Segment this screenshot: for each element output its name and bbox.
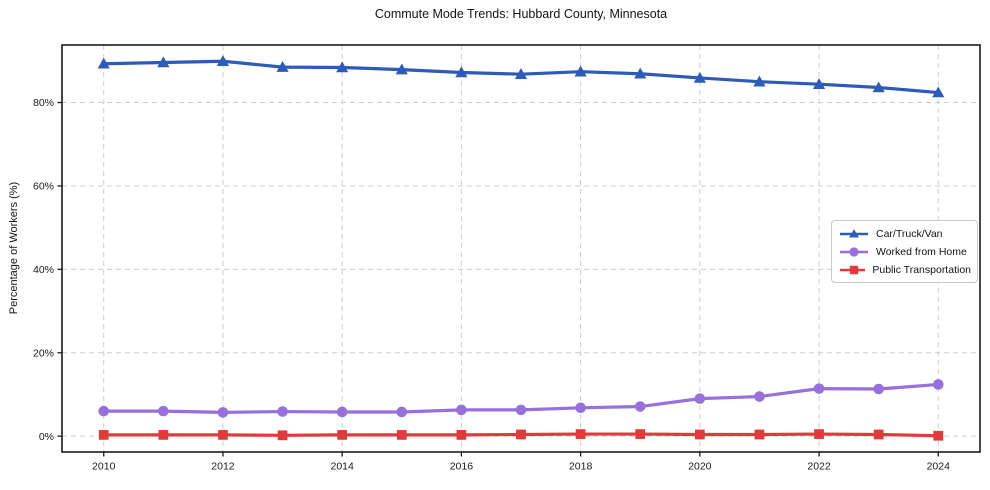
data-point-worked-from-home-marker [456,404,467,416]
data-point-car-truck-van-marker [514,68,528,79]
data-point-car-truck-van-marker [753,75,766,87]
data-point-public-transportation-marker [754,429,765,440]
data-point-worked-from-home-marker [932,379,944,390]
data-point-car-truck-van-marker [693,71,706,83]
data-point-worked-from-home-marker [98,405,110,417]
data-point-car-truck-van-marker [395,63,408,75]
legend-item-worked-from-home: Worked from Home [839,244,971,259]
y-tick-label: 40% [33,264,54,276]
data-point-worked-from-home-marker [873,383,884,395]
x-tick-label: 2022 [807,461,831,473]
data-point-worked-from-home-marker [754,391,765,402]
data-point-public-transportation-marker [575,429,586,439]
data-point-car-truck-van-marker [872,81,885,93]
data-point-worked-from-home-marker [277,406,288,417]
data-point-worked-from-home-marker [515,404,527,416]
data-point-car-truck-van-marker [812,78,826,89]
data-point-worked-from-home-marker [694,393,706,404]
data-point-public-transportation-marker [814,429,824,439]
x-tick-label: 2020 [688,461,712,473]
data-point-public-transportation-marker [516,429,526,440]
y-tick-label: 60% [33,181,54,193]
x-tick-label: 2024 [927,461,951,473]
legend-label: Public Transportation [872,263,971,276]
y-tick-label: 20% [33,347,54,359]
data-point-car-truck-van-marker [455,66,468,78]
data-point-worked-from-home-marker [813,383,825,394]
axes-frame [61,44,981,453]
x-tick-label: 2016 [450,461,474,473]
data-point-car-truck-van-marker [216,55,230,67]
x-tick-label: 2010 [92,461,116,473]
data-point-car-truck-van-marker [574,65,587,77]
data-point-car-truck-van-marker [932,86,945,98]
square-marker-icon [849,265,859,274]
data-point-public-transportation-marker [158,430,169,440]
data-point-worked-from-home-marker [575,402,586,414]
x-tick-label: 2012 [211,461,235,473]
data-point-public-transportation-marker [396,430,407,440]
data-point-car-truck-van-marker [276,61,289,72]
data-point-public-transportation-marker [277,430,288,441]
data-point-public-transportation-marker [456,430,467,440]
data-point-car-truck-van-marker [157,56,170,68]
data-point-car-truck-van-marker [634,67,647,79]
legend-label: Worked from Home [876,245,967,258]
data-point-worked-from-home-marker [396,406,408,418]
x-tick-label: 2018 [569,461,593,473]
legend-label: Car/Truck/Van [876,227,943,240]
triangle-up-marker-icon [849,228,859,237]
data-point-worked-from-home-marker [634,401,646,412]
legend-item-car-truck-van: Car/Truck/Van [839,226,971,241]
circle-marker-icon [849,246,859,257]
y-tick-label: 0% [39,431,54,443]
data-point-public-transportation-marker [218,430,228,440]
legend-item-public-transportation: Public Transportation [839,262,971,277]
worked-from-home-line-icon [840,246,868,257]
public-transportation-line-icon [840,265,866,274]
data-point-public-transportation-marker [933,430,944,441]
data-point-public-transportation-marker [694,429,705,440]
data-point-car-truck-van-marker [97,57,110,69]
data-point-worked-from-home-marker [158,405,169,417]
data-point-worked-from-home-marker [217,407,229,418]
data-point-worked-from-home-marker [336,406,348,418]
chart-title: Commute Mode Trends: Hubbard County, Min… [374,7,668,21]
data-point-public-transportation-marker [635,429,646,439]
car-truck-van-line-icon [840,228,868,237]
data-point-public-transportation-marker [337,430,348,440]
legend: Car/Truck/Van Worked from Home Public Tr… [831,220,978,283]
data-point-public-transportation-marker [98,430,109,440]
data-point-public-transportation-marker [873,429,884,440]
x-tick-label: 2014 [330,461,354,473]
y-tick-label: 80% [33,97,54,109]
data-point-car-truck-van-marker [336,61,349,73]
